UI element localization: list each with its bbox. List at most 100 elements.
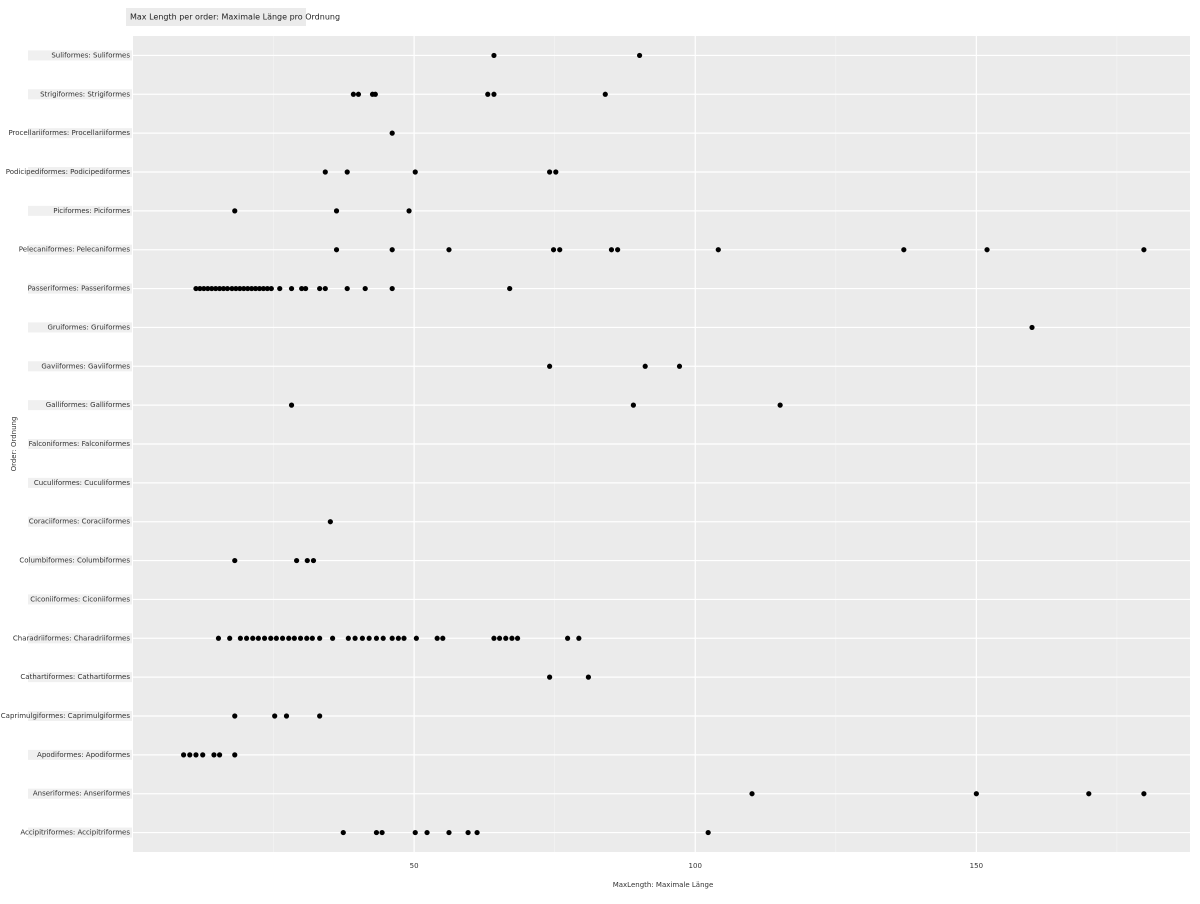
point (413, 635, 419, 641)
point (984, 247, 990, 253)
y-label-box (28, 516, 132, 527)
point (585, 674, 592, 680)
point (705, 829, 711, 836)
point (317, 713, 323, 719)
point (440, 635, 446, 641)
y-tick-label: Procellariiformes: Procellariiformes (8, 129, 130, 137)
point (220, 285, 227, 292)
point (243, 635, 250, 641)
point (373, 635, 380, 641)
y-label-box (28, 283, 132, 294)
point (642, 363, 648, 369)
point (547, 674, 553, 680)
point (401, 635, 407, 641)
point (465, 829, 471, 836)
y-tick-label: Cuculiformes: Cuculiformes (34, 479, 130, 487)
point (553, 169, 559, 175)
point (273, 635, 279, 641)
y-tick-label: Anseriformes: Anseriformes (33, 790, 130, 798)
y-tick-label: Suliformes: Suliformes (51, 51, 130, 59)
y-label-box (28, 205, 132, 216)
point (557, 247, 563, 253)
point (973, 791, 979, 797)
point (576, 635, 582, 641)
point (200, 752, 206, 758)
point (446, 247, 452, 253)
point (355, 91, 362, 97)
y-label-box (28, 788, 132, 799)
y-tick-label: Ciconiiformes: Ciconiiformes (30, 595, 130, 603)
point (245, 285, 251, 292)
point (224, 285, 231, 292)
point (514, 635, 521, 641)
point (507, 285, 513, 292)
point (227, 635, 233, 641)
point (379, 829, 385, 836)
point (197, 285, 203, 292)
x-tick-label: 150 (970, 862, 983, 870)
point (232, 752, 238, 758)
x-tick-label: 50 (410, 862, 419, 870)
y-tick-label: Columbiformes: Columbiformes (19, 557, 130, 565)
point (317, 285, 323, 292)
point (310, 557, 317, 564)
point (636, 52, 643, 59)
point (286, 635, 292, 641)
point (333, 208, 340, 214)
point (255, 635, 261, 641)
x-tick-label: 100 (689, 862, 702, 870)
y-label-box (28, 361, 132, 372)
point (268, 635, 274, 641)
point (474, 829, 480, 836)
point (299, 285, 305, 292)
point (232, 557, 238, 564)
point (608, 247, 615, 253)
point (389, 635, 395, 641)
point (237, 635, 243, 641)
y-tick-label: Coraciiformes: Coraciiformes (29, 518, 131, 526)
point (345, 635, 351, 641)
point (297, 635, 304, 641)
point (395, 635, 401, 641)
point (446, 829, 452, 836)
y-label-box (28, 50, 132, 61)
point (303, 285, 309, 292)
point (193, 285, 199, 292)
y-label-box (28, 477, 132, 488)
point (1086, 791, 1092, 797)
point (232, 208, 238, 214)
point (304, 557, 310, 564)
point (547, 169, 553, 175)
point (491, 635, 497, 641)
point (213, 285, 219, 292)
point (412, 829, 418, 836)
point (288, 402, 295, 408)
y-label-box (28, 827, 132, 838)
y-label-box (28, 167, 132, 177)
point (233, 285, 239, 292)
point (366, 635, 372, 641)
y-label-box (28, 555, 132, 566)
point (602, 91, 608, 97)
point (372, 91, 378, 97)
point (373, 829, 380, 836)
y-tick-label: Podicipediformes: Podicipediformes (6, 168, 131, 176)
point (211, 752, 217, 758)
point (329, 635, 336, 641)
point (344, 169, 350, 175)
y-label-box (28, 322, 132, 333)
point (491, 91, 497, 97)
point (424, 829, 430, 836)
y-label-box (28, 711, 132, 721)
point (209, 285, 215, 292)
point (340, 829, 346, 836)
point (749, 791, 755, 797)
point (294, 557, 300, 564)
point (1141, 791, 1147, 797)
point (260, 285, 267, 292)
y-tick-label: Falconiformes: Falconiformes (29, 440, 131, 448)
y-tick-label: Galliformes: Galliformes (46, 401, 131, 409)
point (252, 285, 259, 292)
point (317, 635, 323, 641)
